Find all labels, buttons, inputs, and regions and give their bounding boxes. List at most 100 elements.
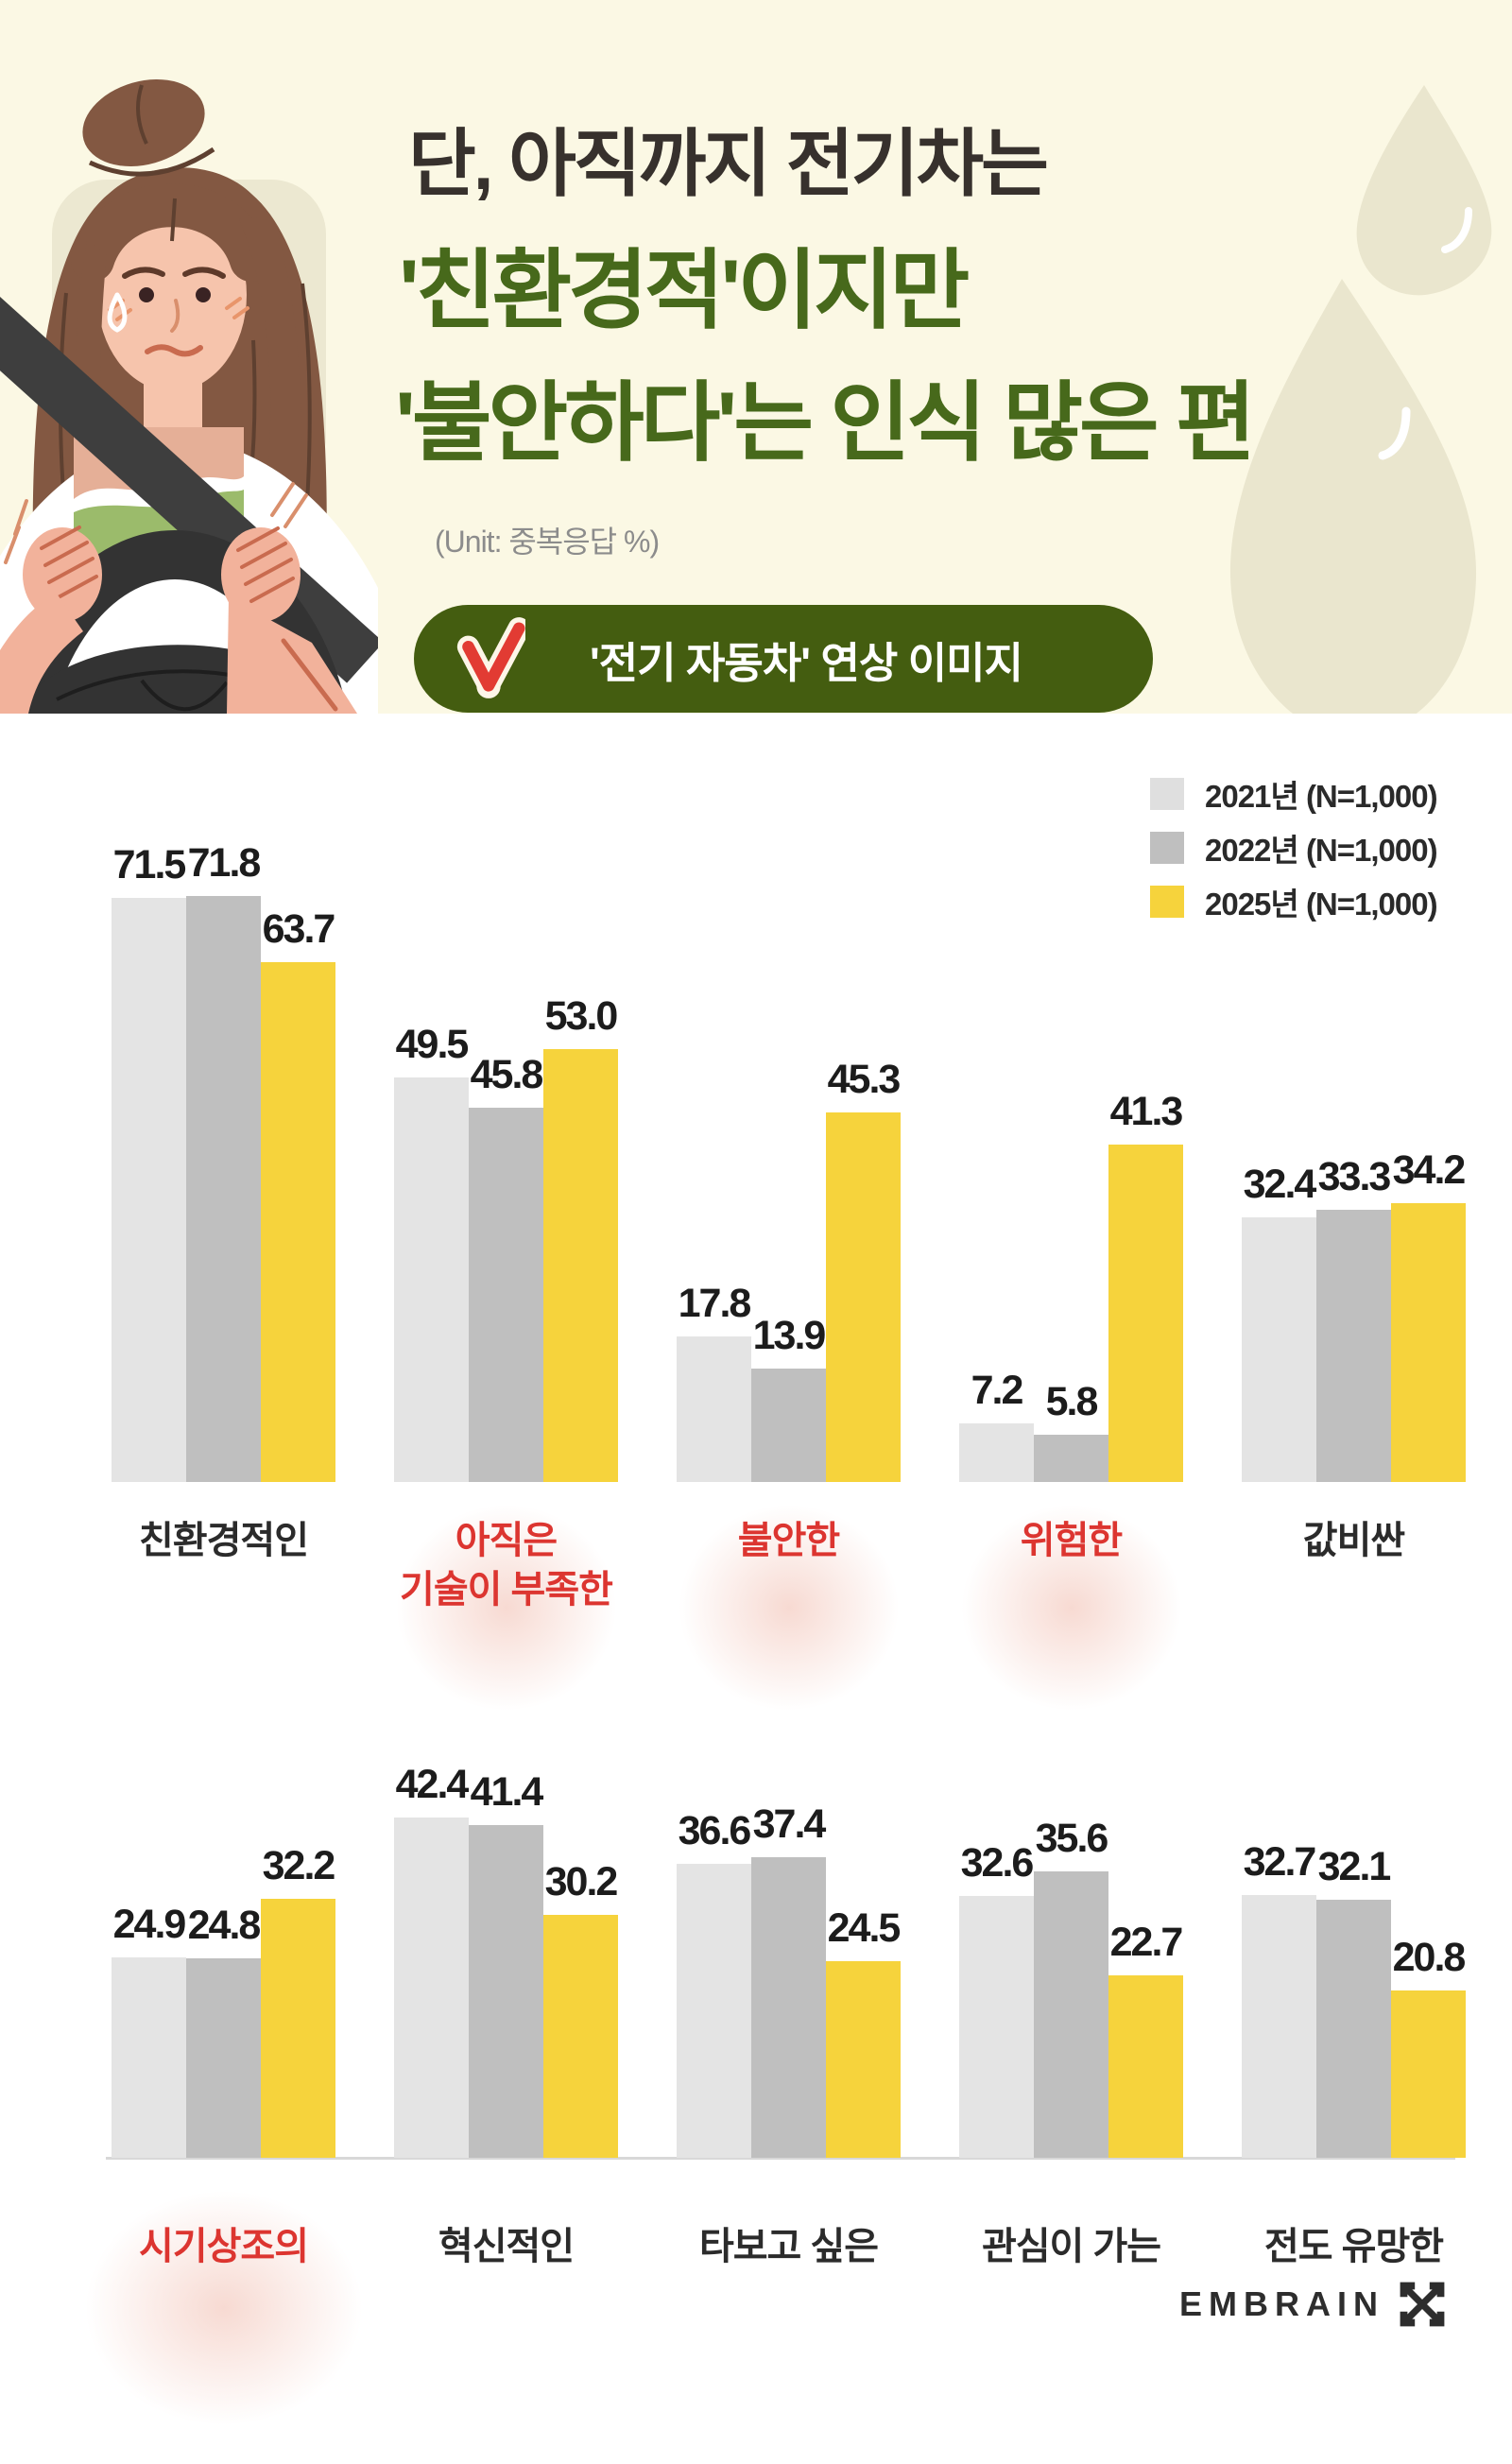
bar-2021년: [959, 1896, 1034, 2158]
steering-wheel: [1, 530, 349, 714]
legend-swatch: [1150, 832, 1184, 864]
bar-2022년: [469, 1825, 543, 2158]
charts-area: 71.5 71.8 63.7 친환경적인 49.5 45.8 53.0 아직은 기술이 부족한…: [39, 840, 1467, 2464]
bar-2025년: [1391, 1203, 1466, 1482]
nose: [170, 299, 180, 333]
bar-value-label: 32.2: [262, 1843, 336, 1888]
bar-2022년: [1034, 1871, 1108, 2158]
category-label: 시기상조의: [139, 2226, 309, 2267]
bar-value-label: 17.8: [678, 1281, 752, 1326]
bar-value-label: 41.4: [470, 1769, 544, 1815]
bar-2021년: [959, 1423, 1034, 1482]
category-label: 아직은 기술이 부족한: [400, 1520, 613, 1611]
bar-2022년: [751, 1369, 826, 1482]
bar-2021년: [677, 1864, 751, 2158]
highlight-glow: [359, 1471, 653, 1745]
bar-2025년: [1108, 1145, 1183, 1482]
bar-2021년: [394, 1818, 469, 2158]
category-label: 전도 유망한: [1263, 2226, 1444, 2267]
sweat-drop-icon: [107, 292, 128, 333]
bar-value-label: 7.2: [971, 1368, 1024, 1413]
bar-value-label: 35.6: [1035, 1816, 1109, 1861]
face: [97, 198, 247, 391]
hair-bun: [82, 78, 205, 167]
bar-value-label: 34.2: [1392, 1147, 1467, 1193]
bar-value-label: 33.3: [1317, 1154, 1392, 1199]
x-axis-line: [106, 2157, 1455, 2160]
category-label: 불안한: [737, 1520, 840, 1561]
bar-2025년: [543, 1049, 618, 1482]
bar-value-label: 24.9: [112, 1902, 187, 1947]
bar-2021년: [1242, 1217, 1316, 1482]
frown-mouth: [145, 344, 203, 357]
legend-swatch: [1150, 778, 1184, 810]
eye-left: [139, 287, 154, 302]
category-label: 타보고 싶은: [698, 2226, 879, 2267]
bar-2022년: [469, 1108, 543, 1482]
hair-fringe: [71, 183, 273, 282]
category-label: 친환경적인: [139, 1520, 309, 1561]
bar-2022년: [186, 896, 261, 1482]
bar-2021년: [1242, 1895, 1316, 2158]
bar-value-label: 36.6: [678, 1808, 752, 1853]
brand-footer: EMBRAIN: [1179, 2280, 1447, 2329]
bar-value-label: 49.5: [395, 1022, 470, 1067]
bar-value-label: 41.3: [1109, 1089, 1184, 1134]
legend-item: 2022년 (N=1,000): [1150, 831, 1438, 868]
bar-2025년: [543, 1915, 618, 2158]
bar-value-label: 71.5: [112, 842, 187, 887]
bar-value-label: 24.8: [187, 1903, 262, 1948]
bar-2025년: [1391, 1990, 1466, 2158]
bar-value-label: 42.4: [395, 1762, 470, 1807]
legend-label: 2021년 (N=1,000): [1205, 779, 1438, 814]
category-label: 값비싼: [1302, 1520, 1405, 1561]
bar-2025년: [261, 1899, 335, 2158]
arm-left: [0, 594, 83, 714]
bar-value-label: 63.7: [262, 906, 336, 952]
highlight-glow: [642, 1471, 936, 1745]
bar-value-label: 32.4: [1243, 1162, 1317, 1207]
bar-2022년: [751, 1857, 826, 2158]
highlight-glow: [924, 1471, 1218, 1745]
bar-value-label: 30.2: [544, 1859, 619, 1904]
category-label: 위험한: [1020, 1520, 1123, 1561]
brand-name: EMBRAIN: [1179, 2284, 1384, 2323]
highlight-glow: [39, 2152, 408, 2464]
worried-driver-illustration: [0, 78, 378, 714]
headline-line3-accent: '불안하다'는 인식 많은 편: [395, 375, 1256, 472]
bar-2022년: [1316, 1900, 1391, 2158]
bar-value-label: 37.4: [752, 1801, 827, 1847]
bar-value-label: 20.8: [1392, 1935, 1467, 1980]
header-banner: 단, 아직까지 전기차는 '친환경적'이지만 '불안하다'는 인식 많은 편 (…: [0, 0, 1512, 714]
unit-note: (Unit: 중복응답 %): [435, 525, 660, 559]
bar-value-label: 32.1: [1317, 1844, 1392, 1889]
bar-2021년: [677, 1336, 751, 1482]
water-drops-illustration: [1229, 85, 1492, 714]
bar-2021년: [112, 898, 186, 1482]
drop-icon: [1229, 279, 1477, 714]
bar-value-label: 53.0: [544, 993, 619, 1039]
legend-item: 2021년 (N=1,000): [1150, 777, 1438, 814]
bar-2025년: [826, 1112, 901, 1482]
legend-label: 2022년 (N=1,000): [1205, 833, 1438, 868]
legend-swatch: [1150, 886, 1184, 918]
headline-line2-accent: '친환경적'이지만: [399, 243, 970, 339]
bar-value-label: 5.8: [1045, 1379, 1099, 1424]
bar-2021년: [394, 1077, 469, 1482]
eyebrow-left: [122, 267, 165, 279]
bar-value-label: 71.8: [187, 840, 262, 886]
section-badge-label: '전기 자동차' 연상 이미지: [590, 638, 1023, 687]
bar-2025년: [1108, 1975, 1183, 2158]
headline-line1: 단, 아직까지 전기차는: [408, 122, 1049, 205]
bar-2021년: [112, 1957, 186, 2158]
bar-2022년: [186, 1958, 261, 2158]
bar-value-label: 24.5: [827, 1905, 902, 1951]
brand-logo-icon: [1400, 2282, 1445, 2327]
section-badge: '전기 자동차' 연상 이미지: [414, 605, 1153, 713]
checkmark-icon: [456, 617, 525, 698]
bar-2022년: [1316, 1210, 1391, 1482]
eyebrow-right: [182, 267, 226, 279]
bar-value-label: 45.3: [827, 1057, 902, 1102]
chart-legend: 2021년 (N=1,000) 2022년 (N=1,000) 2025년 (N=1…: [1150, 777, 1438, 939]
